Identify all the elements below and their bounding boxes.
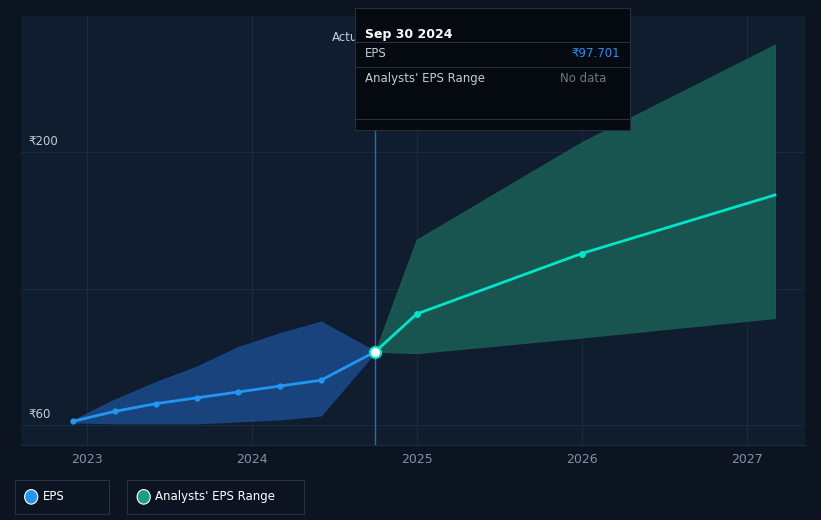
Text: No data: No data (560, 72, 606, 85)
Text: EPS: EPS (365, 47, 386, 60)
Text: ₹200: ₹200 (29, 135, 58, 148)
Text: ₹60: ₹60 (29, 408, 51, 421)
Text: Sep 30 2024: Sep 30 2024 (365, 28, 452, 41)
Text: ₹97.701: ₹97.701 (571, 47, 620, 60)
Text: Analysts Forecasts: Analysts Forecasts (385, 31, 495, 44)
Text: Actual: Actual (332, 31, 369, 44)
Text: Analysts' EPS Range: Analysts' EPS Range (365, 72, 484, 85)
Text: EPS: EPS (43, 490, 64, 503)
Text: Analysts' EPS Range: Analysts' EPS Range (155, 490, 275, 503)
